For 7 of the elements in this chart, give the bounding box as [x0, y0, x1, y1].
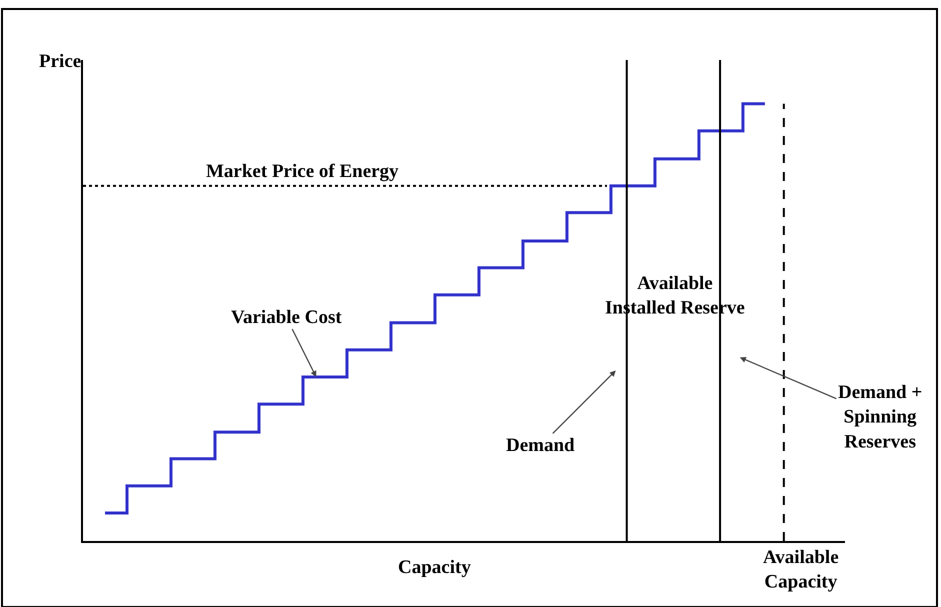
x-axis-title: Capacity: [398, 557, 472, 578]
annotation: Variable Cost: [231, 307, 342, 328]
y-axis-title: Price: [39, 51, 82, 72]
annotation: Demand: [506, 435, 576, 456]
text: Demand + Spinning Reserves: [838, 382, 922, 452]
text: Available Capacity: [763, 547, 839, 593]
ref-line-label: Market Price of Energy: [206, 161, 400, 182]
